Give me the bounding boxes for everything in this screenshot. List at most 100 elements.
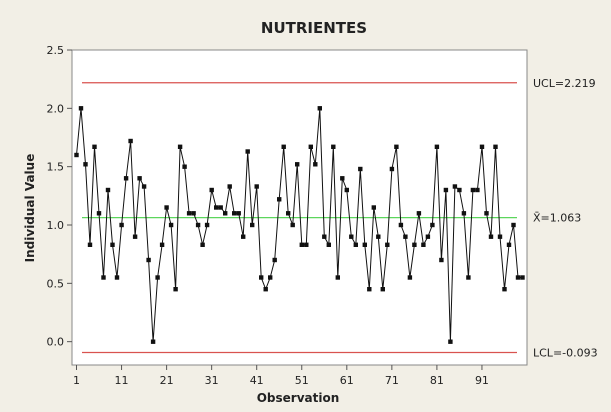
data-point	[254, 184, 259, 189]
data-point	[385, 242, 390, 247]
data-point	[290, 222, 295, 228]
data-point	[295, 162, 300, 167]
x-tick-label: 51	[295, 374, 309, 387]
data-point	[164, 205, 169, 210]
data-point	[335, 275, 340, 280]
data-point	[123, 176, 129, 181]
data-point	[403, 234, 408, 239]
data-point	[443, 187, 449, 193]
data-point	[484, 211, 489, 216]
data-point	[83, 162, 88, 167]
data-point	[259, 275, 264, 280]
data-point	[186, 211, 192, 216]
data-point	[227, 184, 232, 189]
data-point	[110, 242, 115, 247]
data-point	[218, 205, 223, 210]
data-point	[497, 234, 503, 239]
data-point	[358, 166, 363, 172]
data-point	[407, 275, 413, 280]
y-tick-label: 1.5	[47, 161, 65, 174]
data-point	[421, 242, 426, 247]
x-tick-label: 81	[430, 374, 444, 387]
data-series	[74, 106, 525, 344]
data-point	[155, 275, 160, 280]
data-point	[461, 211, 467, 216]
center-label: X̄=1.063	[533, 212, 581, 225]
data-point	[349, 234, 354, 239]
data-point	[308, 144, 313, 149]
x-tick-label: 11	[115, 374, 129, 387]
data-point	[277, 197, 282, 202]
data-point	[268, 275, 273, 280]
y-tick-label: 1.0	[47, 219, 65, 232]
data-point	[101, 275, 106, 280]
data-point	[245, 149, 250, 154]
data-point	[353, 242, 358, 247]
data-point	[141, 184, 147, 189]
data-point	[241, 234, 246, 239]
data-point	[398, 222, 404, 228]
data-point	[87, 242, 93, 247]
data-point	[367, 287, 372, 292]
data-point	[376, 234, 381, 239]
data-point	[223, 211, 228, 216]
data-point	[448, 339, 453, 344]
data-point	[177, 144, 183, 149]
data-point	[286, 211, 291, 216]
data-point	[214, 205, 219, 210]
data-point	[389, 166, 395, 172]
x-tick-label: 71	[385, 374, 399, 387]
x-tick-label: 61	[340, 374, 354, 387]
data-point	[96, 211, 102, 216]
data-point	[362, 242, 367, 247]
x-axis-label: Observation	[257, 391, 340, 405]
data-point	[281, 144, 286, 149]
data-point	[146, 257, 151, 263]
data-point	[430, 222, 435, 228]
data-point	[439, 257, 444, 263]
data-point	[475, 187, 480, 193]
data-point	[313, 162, 318, 167]
data-point	[182, 164, 187, 169]
axes: 0.00.51.01.52.02.51 11 21 31 41 51 61 71 81 91	[47, 44, 489, 387]
data-point	[326, 242, 331, 247]
data-point	[502, 287, 507, 292]
data-point	[394, 144, 399, 149]
data-point	[511, 222, 516, 228]
data-point	[128, 138, 133, 144]
data-point	[150, 339, 156, 344]
data-point	[340, 176, 345, 181]
control-limits: UCL=2.219 X̄=1.063 LCL=-0.093	[82, 77, 598, 360]
data-point	[159, 242, 165, 247]
data-point	[466, 275, 471, 280]
data-point	[506, 242, 512, 247]
data-point	[250, 222, 255, 228]
data-point	[191, 211, 196, 216]
data-point	[132, 234, 138, 239]
data-point	[488, 234, 494, 239]
data-point	[434, 144, 440, 149]
x-tick-label: 1	[73, 374, 80, 387]
y-tick-label: 2.5	[47, 44, 65, 57]
x-tick-label: 91	[475, 374, 489, 387]
data-point	[322, 234, 327, 239]
data-point	[515, 275, 521, 280]
data-point	[236, 211, 241, 216]
data-point	[200, 242, 205, 247]
data-point	[74, 152, 79, 158]
data-point	[344, 187, 349, 193]
data-point	[173, 287, 178, 292]
data-point	[457, 187, 462, 193]
ucl-label: UCL=2.219	[533, 77, 596, 90]
data-point	[263, 287, 268, 292]
data-point	[371, 205, 376, 210]
data-point	[92, 144, 97, 149]
x-tick-label: 41	[250, 374, 264, 387]
data-point	[304, 242, 309, 247]
data-point	[380, 287, 385, 292]
data-point	[105, 187, 111, 193]
data-point	[78, 106, 84, 111]
y-tick-label: 0.5	[47, 277, 65, 290]
data-point	[425, 234, 431, 239]
data-point	[520, 275, 525, 280]
